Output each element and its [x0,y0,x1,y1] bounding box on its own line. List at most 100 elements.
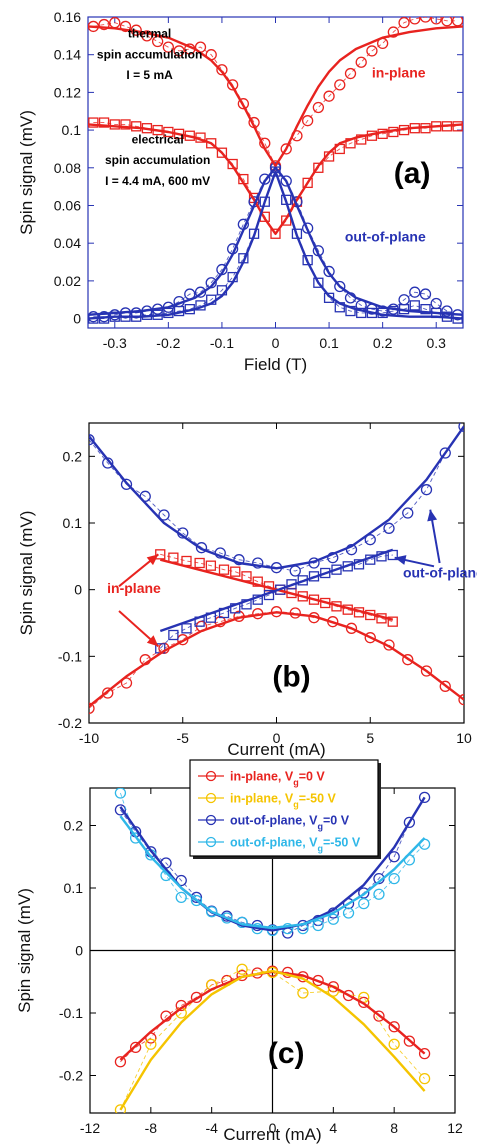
data-point [388,872,400,885]
data-point [194,286,207,298]
data-point [109,119,120,130]
fit-curve-0 [89,425,464,570]
series-connector [160,553,393,623]
annotation-text: spin accumulation [97,47,202,61]
data-point [281,215,292,226]
fit-curve-0 [119,796,426,932]
x-tick-label: 12 [447,1120,463,1136]
annotation-text: in-plane [107,580,161,596]
data-point [331,564,342,575]
panel-label: (c) [268,1037,305,1070]
data-point [409,300,420,311]
fit-curve-3 [88,170,463,320]
data-point [439,680,451,692]
x-tick-label: 0.3 [426,335,446,351]
annotation-text: I = 4.4 mA, 600 mV [105,174,210,188]
series-3 [88,166,463,324]
legend-marker [205,770,217,782]
data-point [430,297,442,310]
panel-c: -12 -8 -4 0 4 8 12 -0.2 -0.1 0 0.1 0.2 Current (mA) S… [15,759,463,1144]
data-point [98,117,110,128]
y-tick-label: 0.14 [54,47,81,63]
y-tick-label: 0.12 [54,84,81,100]
annotation-text: spin accumulation [105,153,210,167]
y-tick-label: 0.06 [54,197,81,213]
data-point [430,17,442,25]
x-tick-label: 0 [273,730,281,746]
data-point [102,687,114,699]
panel-a: -0.3 -0.2 -0.1 0 0.1 0.2 0.3 0 0.02 0.04 0.06 0.08 0… [17,9,464,374]
data-point [120,478,133,490]
data-point [114,788,127,799]
data-point [345,622,358,634]
data-point [216,64,228,76]
data-point [98,18,110,31]
annotation-arrow-head [146,554,159,566]
fit-curve-0 [88,25,463,168]
annotation-text: in-plane [372,64,426,80]
data-point [358,897,370,910]
data-point [420,304,431,315]
data-point [218,564,230,575]
data-point [403,816,416,829]
annotation-text: electrical [132,132,184,146]
data-point [452,121,463,132]
x-tick-label: 0 [269,1120,277,1136]
legend-box [189,759,379,857]
data-point [373,1010,385,1022]
data-point [312,919,324,932]
data-point [168,629,179,641]
fit-curve-1 [89,611,464,708]
data-point [252,557,264,569]
data-point [259,173,271,185]
x-tick-label: -10 [79,730,99,746]
data-point [458,423,464,432]
data-point [387,616,398,627]
y-tick-label: -0.1 [58,648,82,664]
data-point [181,555,192,567]
legend-label: in-plane, Vg=-50 V [230,792,337,810]
data-point [358,996,370,1009]
y-tick-label: 0.1 [63,515,83,531]
data-point [418,1072,431,1085]
y-tick-label: 0.1 [62,122,82,138]
x-tick-label: 10 [456,730,472,746]
y-axis-label: Spin signal (mV) [17,511,36,636]
data-point [226,79,239,91]
data-point [89,434,95,446]
data-point [237,98,250,110]
data-point [173,45,185,57]
y-tick-label: 0.2 [63,448,83,464]
annotation-arrow-head [146,635,159,647]
data-point [162,41,175,53]
data-point [364,534,376,546]
data-point [301,222,314,234]
data-point [194,557,205,569]
panel-label: (a) [394,157,431,190]
x-tick-label: -0.3 [103,335,127,351]
data-point [356,134,367,145]
data-point [114,1104,127,1113]
data-point [327,552,339,564]
plot-area [114,788,431,1113]
y-tick-label: 0.04 [54,235,81,251]
y-tick-label: 0.2 [64,818,84,834]
data-point [402,654,414,666]
data-point [280,143,292,155]
data-point [388,851,400,863]
data-point [297,987,309,999]
x-tick-label: -0.1 [210,335,234,351]
panel-b: -10 -5 0 5 10 -0.2 -0.1 0 0.1 0.2 Current (mA) Spin… [17,422,477,759]
y-tick-label: 0.02 [54,273,81,289]
data-point [280,175,292,187]
data-point [323,265,335,278]
data-point [439,447,451,459]
data-point [190,991,203,1004]
data-point [364,632,376,644]
data-point [402,507,414,519]
data-point [129,1041,142,1054]
data-point [398,17,410,29]
fit-curve-1 [88,123,463,235]
plot-area [89,423,464,714]
data-point [227,158,238,170]
